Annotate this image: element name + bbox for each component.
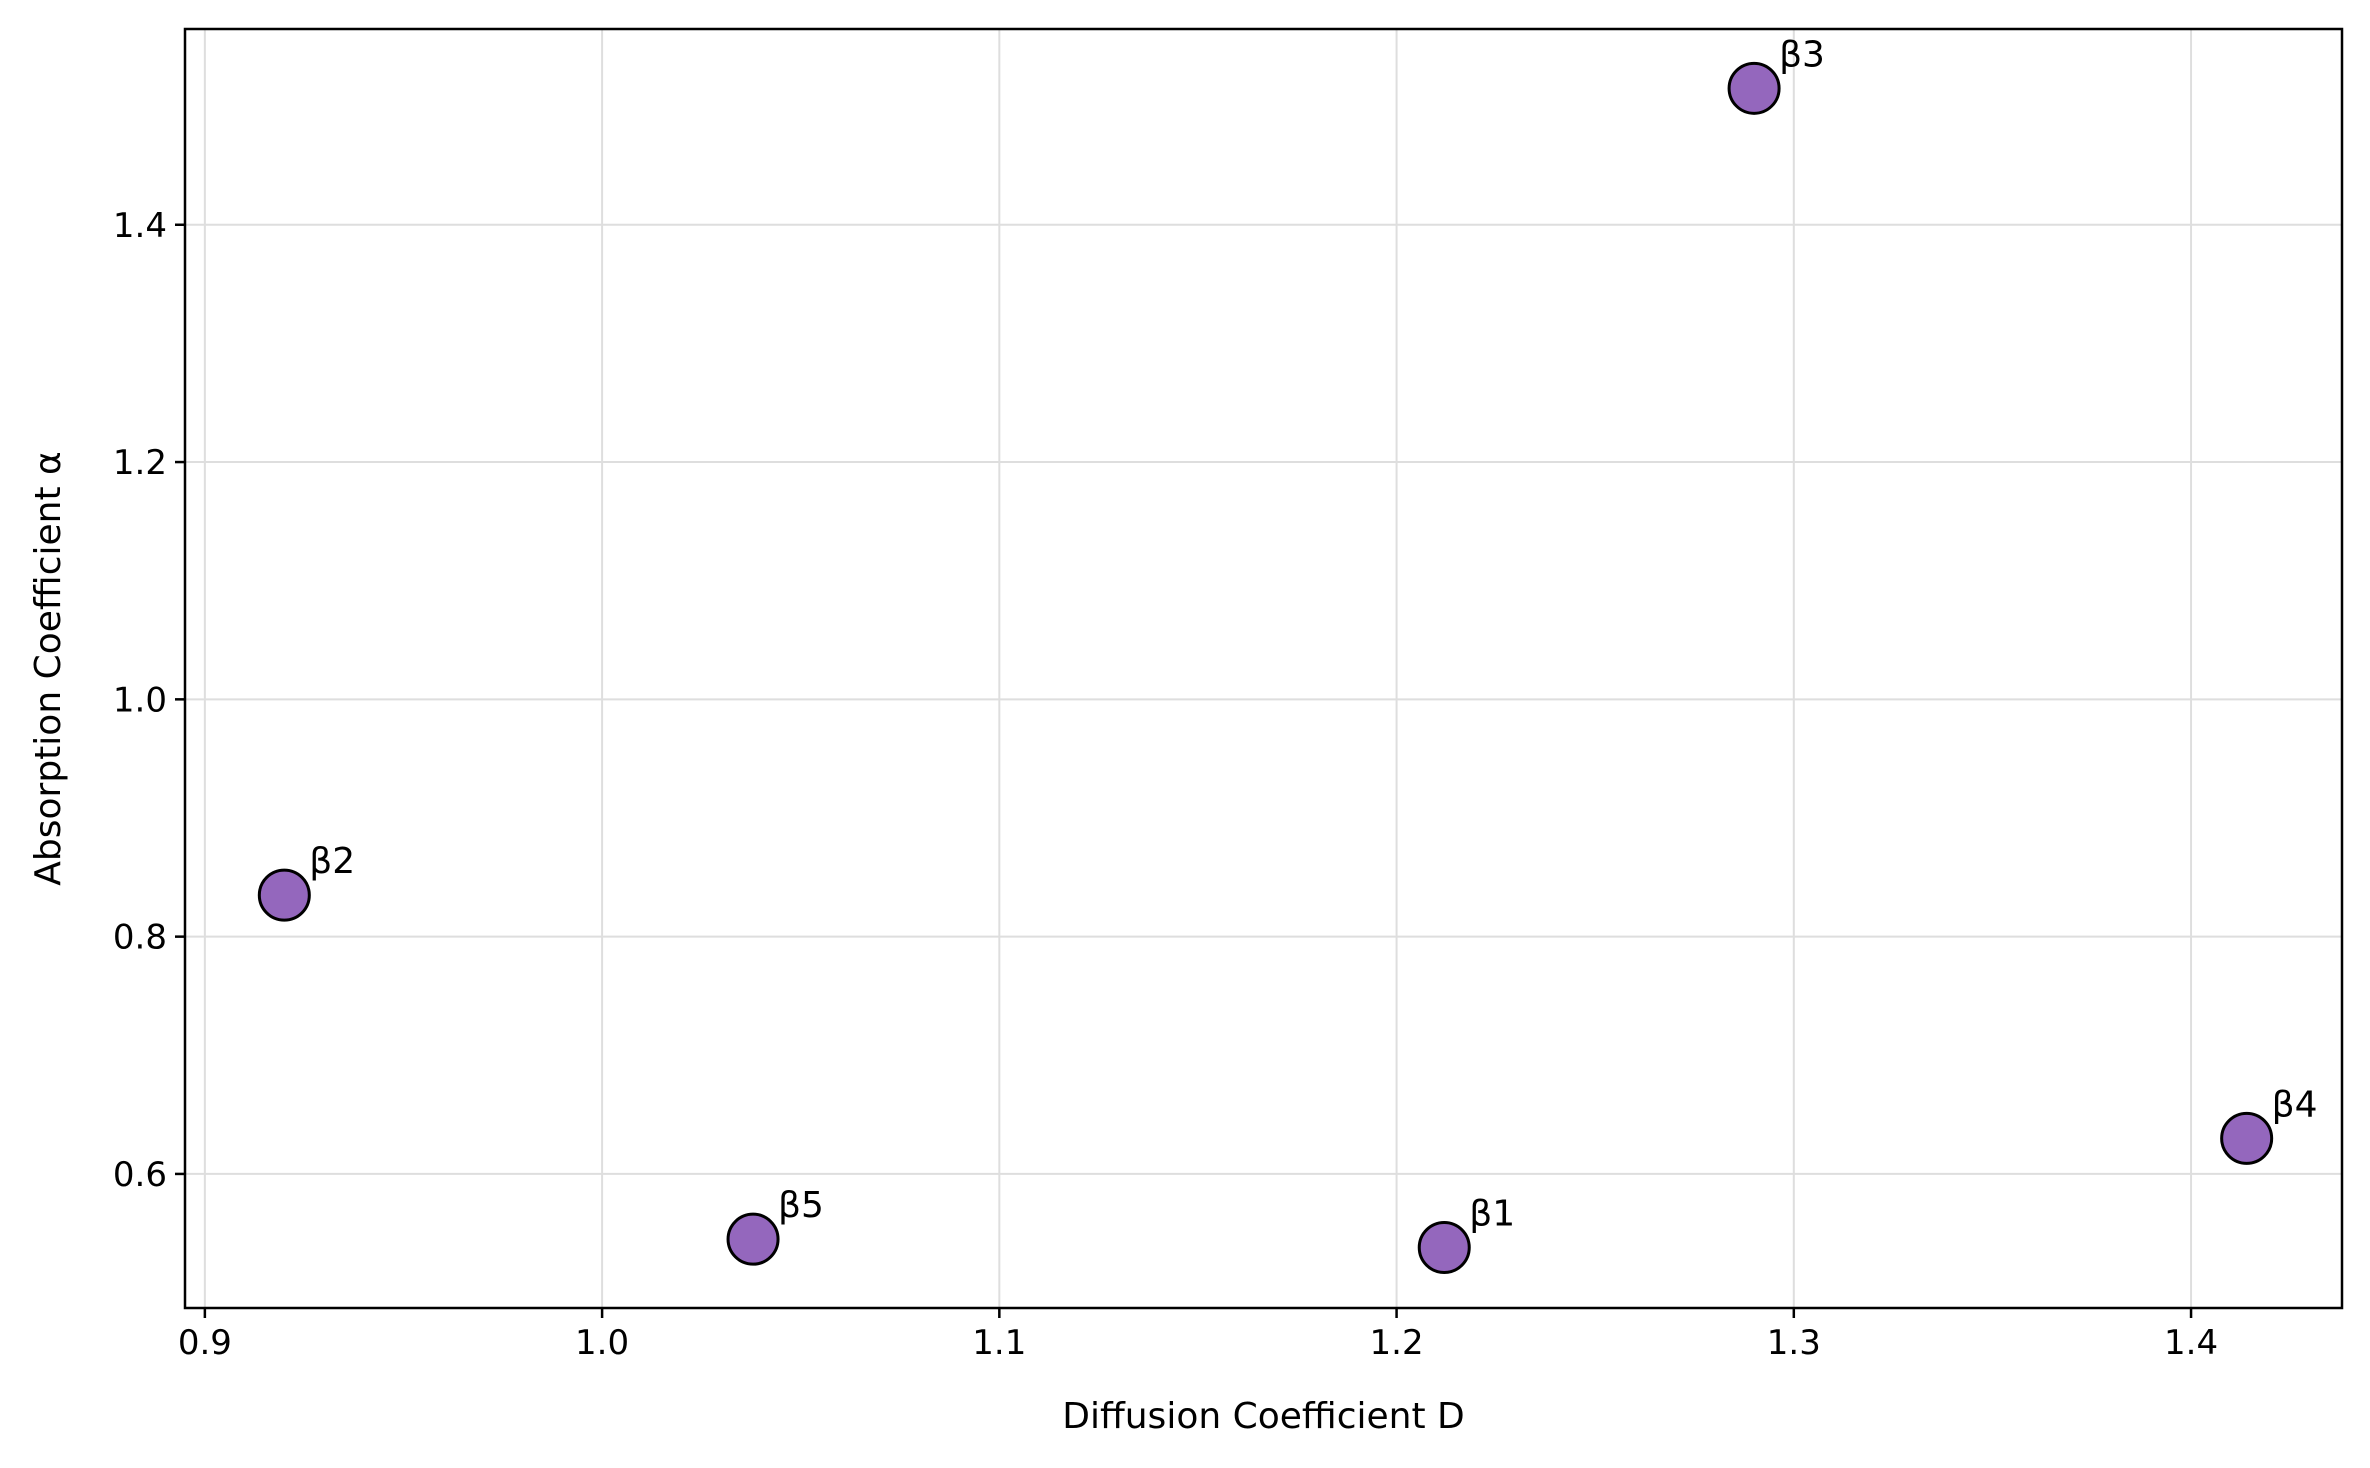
data-point-β1 <box>1417 1220 1471 1274</box>
y-tick-label: 0.6 <box>113 1155 167 1195</box>
y-tick-label: 1.4 <box>113 206 167 246</box>
x-tick-label: 1.4 <box>2164 1323 2218 1363</box>
data-point-label: β5 <box>778 1185 824 1226</box>
data-point-label: β3 <box>1779 34 1825 75</box>
y-axis-label: Absorption Coefficient α <box>28 451 69 885</box>
grid <box>185 29 2342 1308</box>
x-tick-label: 1.1 <box>972 1323 1026 1363</box>
data-point-β4 <box>2220 1111 2274 1165</box>
data-point-label: β2 <box>309 841 355 882</box>
x-tick-label: 1.3 <box>1767 1323 1821 1363</box>
plot-frame <box>183 27 2344 1310</box>
data-point-β5 <box>726 1212 780 1266</box>
y-tick-label: 0.8 <box>113 918 167 958</box>
data-point-label: β4 <box>2272 1084 2318 1125</box>
y-tick-label: 1.2 <box>113 443 167 483</box>
data-point-label: β1 <box>1469 1193 1515 1234</box>
x-tick-label: 1.2 <box>1370 1323 1424 1363</box>
data-point-β3 <box>1727 61 1781 115</box>
axis-ticks: 0.9 1.0 1.1 1.2 1.3 1.4 0.6 0.8 1.0 1.2 1.4 <box>113 206 2218 1363</box>
x-axis-label: Diffusion Coefficient D <box>1062 1396 1465 1437</box>
x-tick-label: 1.0 <box>575 1323 629 1363</box>
data-point-β2 <box>257 868 311 922</box>
data-points: β1 β2 β3 β4 β5 <box>257 34 2318 1274</box>
y-tick-label: 1.0 <box>113 680 167 720</box>
x-tick-label: 0.9 <box>178 1323 232 1363</box>
